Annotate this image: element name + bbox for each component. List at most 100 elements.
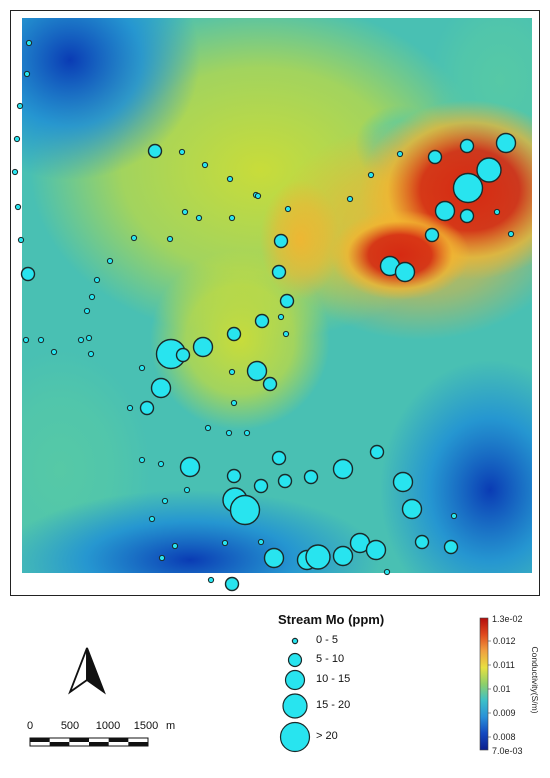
stream-sample-point[interactable] (277, 313, 285, 321)
stream-sample-point[interactable] (254, 192, 262, 200)
stream-sample-point[interactable] (16, 102, 24, 110)
stream-sample-point[interactable] (183, 486, 191, 494)
stream-sample-point[interactable] (392, 471, 414, 493)
stream-sample-point[interactable] (229, 494, 261, 526)
stream-sample-point[interactable] (85, 334, 93, 342)
stream-sample-point[interactable] (246, 360, 268, 382)
stream-sample-point[interactable] (139, 400, 155, 416)
stream-sample-point[interactable] (195, 214, 203, 222)
stream-sample-point[interactable] (282, 330, 290, 338)
stream-sample-point[interactable] (271, 450, 287, 466)
stream-sample-point[interactable] (303, 469, 319, 485)
stream-sample-point[interactable] (401, 498, 423, 520)
stream-sample-point[interactable] (150, 377, 172, 399)
stream-sample-point[interactable] (93, 276, 101, 284)
stream-sample-point[interactable] (166, 235, 174, 243)
stream-sample-point[interactable] (226, 175, 234, 183)
stream-sample-point[interactable] (243, 429, 251, 437)
stream-sample-point[interactable] (383, 568, 391, 576)
stream-sample-point[interactable] (476, 157, 502, 183)
conductivity-raster (22, 18, 532, 573)
stream-sample-point[interactable] (495, 132, 517, 154)
stream-sample-point[interactable] (171, 542, 179, 550)
stream-sample-point[interactable] (493, 208, 501, 216)
stream-sample-point[interactable] (332, 545, 354, 567)
stream-sample-point[interactable] (225, 429, 233, 437)
stream-sample-point[interactable] (87, 350, 95, 358)
stream-sample-point[interactable] (271, 264, 287, 280)
legend-label-1: 0 - 5 (316, 634, 339, 646)
stream-sample-point[interactable] (424, 227, 440, 243)
stream-sample-point[interactable] (459, 208, 475, 224)
stream-sample-point[interactable] (452, 172, 484, 204)
stream-sample-point[interactable] (459, 138, 475, 154)
stream-sample-point[interactable] (178, 148, 186, 156)
stream-sample-point[interactable] (434, 200, 456, 222)
stream-sample-point[interactable] (77, 336, 85, 344)
stream-sample-point[interactable] (204, 424, 212, 432)
stream-sample-point[interactable] (427, 149, 443, 165)
colorbar-tick-label: 0.011 (493, 660, 515, 670)
stream-sample-point[interactable] (157, 460, 165, 468)
stream-sample-point[interactable] (365, 539, 387, 561)
stream-sample-point[interactable] (228, 368, 236, 376)
stream-sample-point[interactable] (20, 266, 36, 282)
stream-sample-point[interactable] (25, 39, 33, 47)
stream-sample-point[interactable] (284, 205, 292, 213)
stream-sample-point[interactable] (201, 161, 209, 169)
colorbar-min-label: 7.0e-03 (492, 746, 523, 756)
stream-sample-point[interactable] (158, 554, 166, 562)
stream-sample-point[interactable] (443, 539, 459, 555)
stream-sample-point[interactable] (221, 539, 229, 547)
stream-sample-point[interactable] (305, 544, 331, 570)
stream-sample-point[interactable] (257, 538, 265, 546)
stream-sample-point[interactable] (450, 512, 458, 520)
stream-sample-point[interactable] (11, 168, 19, 176)
stream-sample-point[interactable] (224, 576, 240, 592)
stream-sample-point[interactable] (83, 307, 91, 315)
map-canvas[interactable] (0, 0, 550, 600)
stream-sample-point[interactable] (23, 70, 31, 78)
stream-sample-point[interactable] (106, 257, 114, 265)
stream-sample-point[interactable] (17, 236, 25, 244)
north-arrow-icon (68, 647, 106, 695)
stream-sample-point[interactable] (394, 261, 416, 283)
stream-sample-point[interactable] (228, 214, 236, 222)
stream-sample-point[interactable] (369, 444, 385, 460)
stream-sample-point[interactable] (147, 143, 163, 159)
stream-sample-point[interactable] (277, 473, 293, 489)
stream-sample-point[interactable] (226, 326, 242, 342)
stream-sample-point[interactable] (192, 336, 214, 358)
stream-sample-point[interactable] (181, 208, 189, 216)
scale-tick-label: 1500 (134, 720, 158, 732)
stream-sample-point[interactable] (14, 203, 22, 211)
stream-sample-point[interactable] (346, 195, 354, 203)
stream-sample-point[interactable] (88, 293, 96, 301)
stream-sample-point[interactable] (396, 150, 404, 158)
stream-sample-point[interactable] (126, 404, 134, 412)
stream-sample-point[interactable] (50, 348, 58, 356)
stream-sample-point[interactable] (130, 234, 138, 242)
stream-sample-point[interactable] (179, 456, 201, 478)
stream-sample-point[interactable] (161, 497, 169, 505)
stream-sample-point[interactable] (273, 233, 289, 249)
stream-sample-point[interactable] (13, 135, 21, 143)
stream-sample-point[interactable] (22, 336, 30, 344)
stream-sample-point[interactable] (230, 399, 238, 407)
stream-sample-point[interactable] (253, 478, 269, 494)
stream-sample-point[interactable] (332, 458, 354, 480)
stream-sample-point[interactable] (207, 576, 215, 584)
stream-sample-point[interactable] (138, 456, 146, 464)
stream-sample-point[interactable] (175, 347, 191, 363)
stream-sample-point[interactable] (263, 547, 285, 569)
stream-sample-point[interactable] (138, 364, 146, 372)
stream-sample-point[interactable] (367, 171, 375, 179)
stream-sample-point[interactable] (507, 230, 515, 238)
stream-sample-point[interactable] (254, 313, 270, 329)
stream-sample-point[interactable] (148, 515, 156, 523)
stream-sample-point[interactable] (279, 293, 295, 309)
stream-sample-point[interactable] (226, 468, 242, 484)
stream-sample-point[interactable] (37, 336, 45, 344)
stream-sample-point[interactable] (262, 376, 278, 392)
stream-sample-point[interactable] (414, 534, 430, 550)
